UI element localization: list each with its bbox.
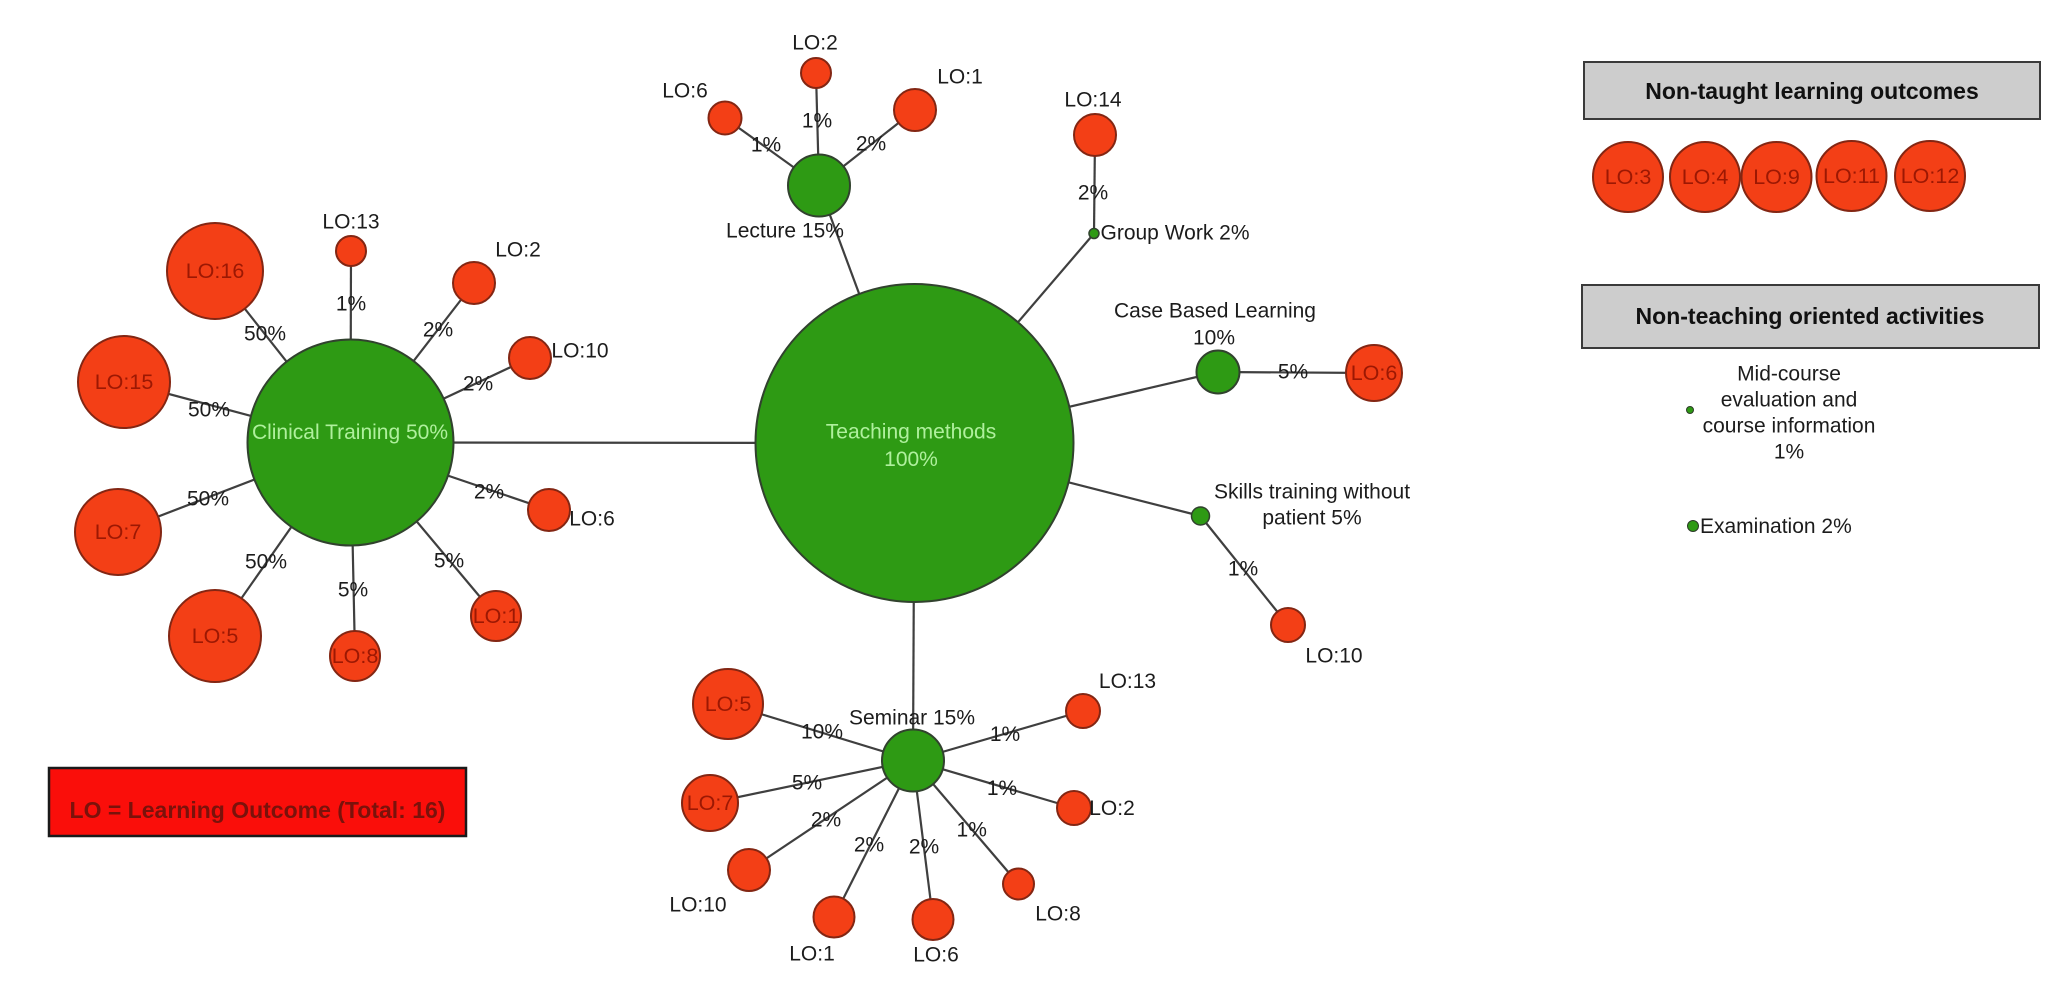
svg-text:50%: 50% [188,399,230,422]
svg-text:LO:4: LO:4 [1682,165,1729,189]
svg-text:Skills training without: Skills training without [1214,481,1410,504]
svg-text:Lecture 15%: Lecture 15% [726,220,844,243]
svg-text:LO:10: LO:10 [669,894,726,917]
svg-text:2%: 2% [474,481,504,504]
svg-text:50%: 50% [187,488,229,511]
svg-text:Non-taught learning outcomes: Non-taught learning outcomes [1645,78,1979,104]
svg-text:LO:6: LO:6 [913,944,959,967]
svg-text:1%: 1% [336,293,366,316]
svg-text:course information: course information [1703,415,1876,438]
svg-text:1%: 1% [990,723,1020,746]
svg-text:LO:7: LO:7 [95,520,142,544]
svg-text:Examination 2%: Examination 2% [1700,515,1852,538]
svg-text:Non-teaching oriented activiti: Non-teaching oriented activities [1636,303,1985,329]
svg-text:LO:6: LO:6 [569,508,615,531]
svg-text:2%: 2% [463,373,493,396]
svg-text:patient 5%: patient 5% [1262,507,1361,530]
svg-text:LO:8: LO:8 [1035,903,1081,926]
svg-text:LO:16: LO:16 [186,259,245,283]
svg-text:LO:2: LO:2 [495,239,541,262]
svg-text:evaluation and: evaluation and [1721,389,1858,412]
svg-text:LO:7: LO:7 [687,791,734,815]
svg-text:5%: 5% [1278,361,1308,384]
svg-text:1%: 1% [1774,441,1804,464]
svg-text:2%: 2% [811,809,841,832]
svg-text:LO:8: LO:8 [332,644,379,668]
svg-text:1%: 1% [1228,558,1258,581]
svg-text:2%: 2% [909,836,939,859]
svg-text:LO:2: LO:2 [792,32,838,55]
svg-text:LO:5: LO:5 [192,624,239,648]
svg-text:LO:10: LO:10 [551,340,608,363]
svg-text:LO:12: LO:12 [1901,164,1960,188]
svg-text:2%: 2% [856,133,886,156]
svg-text:LO:3: LO:3 [1605,165,1652,189]
svg-text:LO:13: LO:13 [322,211,379,234]
svg-text:LO:5: LO:5 [705,692,752,716]
svg-text:LO:11: LO:11 [1823,164,1880,188]
svg-text:LO:15: LO:15 [95,370,154,394]
svg-text:50%: 50% [245,551,287,574]
svg-text:LO:9: LO:9 [1753,165,1800,189]
svg-text:Clinical Training 50%: Clinical Training 50% [252,421,448,444]
svg-text:10%: 10% [801,721,843,744]
svg-text:Group Work 2%: Group Work 2% [1101,222,1250,245]
svg-text:LO:14: LO:14 [1064,89,1122,112]
svg-text:1%: 1% [957,819,987,842]
svg-text:LO:6: LO:6 [1351,361,1398,385]
svg-text:100%: 100% [884,448,938,471]
svg-text:5%: 5% [338,579,368,602]
svg-text:1%: 1% [802,110,832,133]
svg-text:Teaching methods: Teaching methods [826,421,996,444]
svg-text:1%: 1% [751,134,781,157]
svg-text:LO:13: LO:13 [1099,670,1156,693]
svg-text:LO:10: LO:10 [1305,645,1362,668]
svg-text:2%: 2% [854,834,884,857]
svg-text:LO:1: LO:1 [937,66,983,89]
svg-text:LO:6: LO:6 [662,80,708,103]
svg-text:1%: 1% [987,777,1017,800]
svg-text:LO:2: LO:2 [1089,797,1135,820]
svg-text:LO:1: LO:1 [473,604,520,628]
svg-text:LO = Learning Outcome (Total:: LO = Learning Outcome (Total: 16) [70,797,446,823]
svg-text:10%: 10% [1193,327,1235,350]
svg-text:2%: 2% [423,319,453,342]
svg-text:2%: 2% [1078,182,1108,205]
svg-text:Mid-course: Mid-course [1737,363,1841,386]
svg-text:50%: 50% [244,323,286,346]
svg-text:Seminar 15%: Seminar 15% [849,707,975,730]
svg-text:LO:1: LO:1 [789,943,835,966]
svg-text:5%: 5% [792,772,822,795]
svg-text:Case Based Learning: Case Based Learning [1114,300,1316,323]
svg-text:5%: 5% [434,550,464,573]
